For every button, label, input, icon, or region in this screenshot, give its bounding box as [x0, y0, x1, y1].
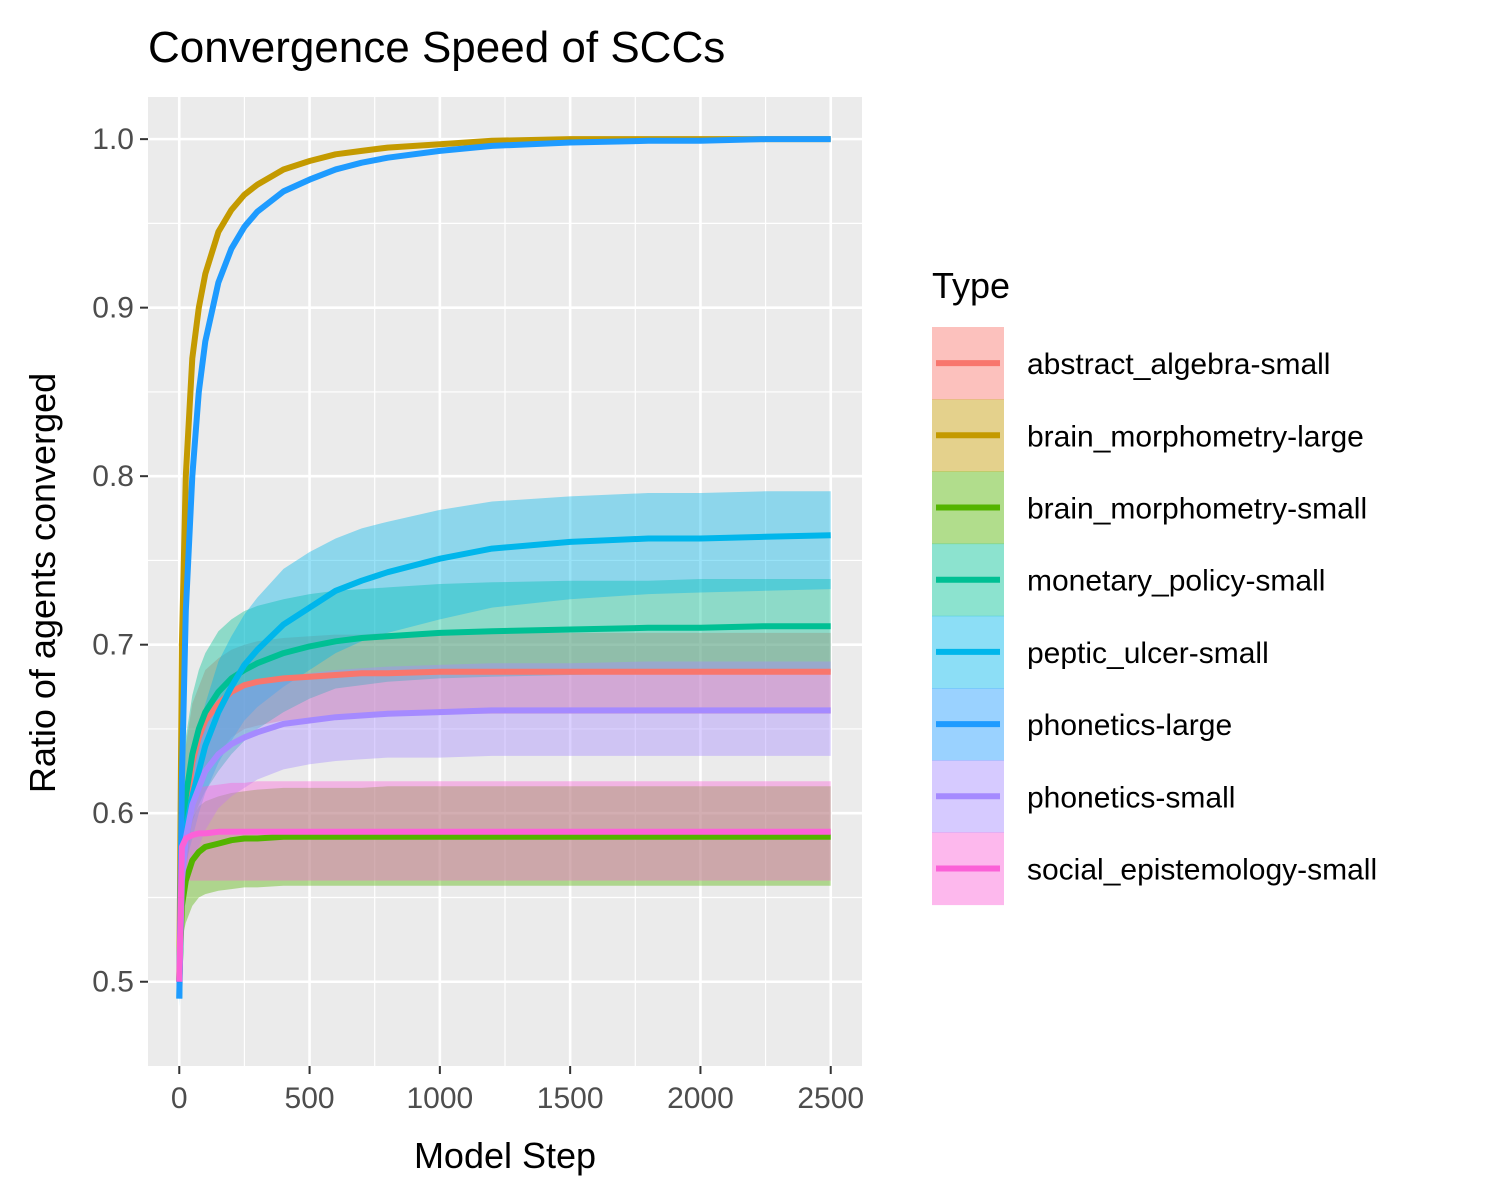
y-tick-label: 1.0: [92, 123, 134, 156]
y-tick-label: 0.5: [92, 966, 134, 999]
line-monetary-policy-small: [176, 623, 831, 982]
x-tick-label: 500: [285, 1082, 335, 1115]
line-social-epistemology-small: [176, 828, 831, 982]
x-tick-label: 1500: [537, 1082, 604, 1115]
x-tick-label: 2500: [797, 1082, 864, 1115]
minor-gridlines: [148, 97, 862, 1066]
legend-label-brain-morphometry-small: brain_morphometry-small: [1027, 493, 1367, 526]
line-phonetics-small: [176, 707, 831, 982]
band-phonetics-small: [179, 661, 831, 999]
legend-label-social-epistemology-small: social_epistemology-small: [1027, 854, 1377, 887]
legend-items: abstract_algebra-small brain_morphometry-…: [932, 327, 1377, 906]
line-phonetics-large: [176, 136, 831, 999]
y-axis-label: Ratio of agents converged: [22, 373, 63, 793]
line-peptic-ulcer-small: [176, 532, 831, 999]
legend-label-phonetics-large: phonetics-large: [1027, 709, 1232, 742]
series-lines: [176, 136, 831, 999]
y-tick-label: 0.7: [92, 629, 134, 662]
x-tick-label: 2000: [667, 1082, 734, 1115]
y-tick-label: 0.6: [92, 797, 134, 830]
x-tick-label: 1000: [406, 1082, 473, 1115]
legend-label-brain-morphometry-large: brain_morphometry-large: [1027, 420, 1364, 453]
chart-title: Convergence Speed of SCCs: [148, 23, 725, 72]
y-tick-label: 0.8: [92, 460, 134, 493]
legend-label-phonetics-small: phonetics-small: [1027, 781, 1235, 814]
legend-title: Type: [932, 265, 1010, 306]
line-brain-morphometry-small: [176, 833, 831, 982]
y-axis: 0.5 0.6 0.7 0.8 0.9 1.0: [92, 123, 148, 999]
x-axis-label: Model Step: [414, 1135, 596, 1176]
legend-label-abstract-algebra-small: abstract_algebra-small: [1027, 348, 1330, 381]
band-peptic-ulcer-small: [179, 491, 831, 1007]
x-axis: 0 500 1000 1500 2000 2500: [171, 1066, 864, 1115]
y-tick-label: 0.9: [92, 292, 134, 325]
legend-label-peptic-ulcer-small: peptic_ulcer-small: [1027, 637, 1269, 670]
x-tick-label: 0: [171, 1082, 188, 1115]
band-monetary-policy-small: [179, 579, 831, 999]
legend-label-monetary-policy-small: monetary_policy-small: [1027, 565, 1325, 598]
legend: Type abstract_algebra-small brain_morphom…: [932, 265, 1377, 906]
